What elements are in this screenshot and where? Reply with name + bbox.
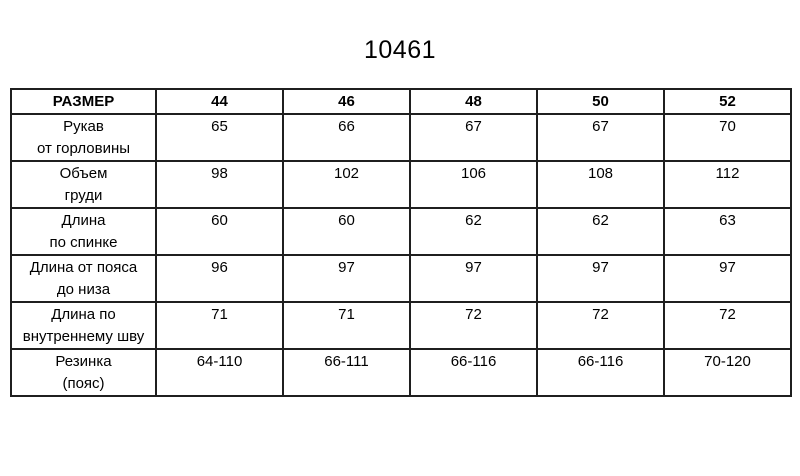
cell-value: 70-120 <box>663 348 792 397</box>
cell-value: 72 <box>663 301 792 350</box>
table-row: Рукав от горловины 65 66 67 67 70 <box>10 113 792 162</box>
row-label-line: по спинке <box>49 234 118 251</box>
row-label-line: от горловины <box>36 140 131 157</box>
cell-value: 66 <box>282 113 411 162</box>
row-label-line: (пояс) <box>62 375 105 392</box>
cell-value: 97 <box>282 254 411 303</box>
row-label-line: Длина от пояса <box>29 259 138 276</box>
cell-value: 112 <box>663 160 792 209</box>
row-label: Длина по внутреннему шву <box>10 301 157 350</box>
cell-value: 98 <box>155 160 284 209</box>
cell-value: 71 <box>282 301 411 350</box>
table-row: Длина по спинке 60 60 62 62 63 <box>10 207 792 256</box>
header-cell-size: 46 <box>282 88 411 115</box>
header-cell-size: 50 <box>536 88 665 115</box>
row-label-line: Объем <box>59 165 108 182</box>
cell-value: 102 <box>282 160 411 209</box>
row-label: Объем груди <box>10 160 157 209</box>
cell-value: 66-111 <box>282 348 411 397</box>
row-label-line: Длина <box>61 212 106 229</box>
cell-value: 60 <box>282 207 411 256</box>
cell-value: 72 <box>409 301 538 350</box>
cell-value: 63 <box>663 207 792 256</box>
cell-value: 72 <box>536 301 665 350</box>
row-label: Рукав от горловины <box>10 113 157 162</box>
cell-value: 70 <box>663 113 792 162</box>
cell-value: 64-110 <box>155 348 284 397</box>
size-chart-table: РАЗМЕР 44 46 48 50 52 Рукав от горловины… <box>10 88 792 397</box>
cell-value: 96 <box>155 254 284 303</box>
header-cell-size-label: РАЗМЕР <box>10 88 157 115</box>
row-label: Резинка (пояс) <box>10 348 157 397</box>
cell-value: 66-116 <box>409 348 538 397</box>
header-row: РАЗМЕР 44 46 48 50 52 <box>10 88 792 115</box>
row-label-line: Длина по <box>51 306 116 323</box>
cell-value: 108 <box>536 160 665 209</box>
table-row: Резинка (пояс) 64-110 66-111 66-116 66-1… <box>10 348 792 397</box>
cell-value: 97 <box>409 254 538 303</box>
page-title: 10461 <box>363 36 437 64</box>
cell-value: 97 <box>536 254 665 303</box>
header-cell-size: 44 <box>155 88 284 115</box>
row-label: Длина по спинке <box>10 207 157 256</box>
table-row: Объем груди 98 102 106 108 112 <box>10 160 792 209</box>
header-cell-size: 48 <box>409 88 538 115</box>
cell-value: 71 <box>155 301 284 350</box>
row-label-line: внутреннему шву <box>22 328 145 345</box>
row-label: Длина от пояса до низа <box>10 254 157 303</box>
cell-value: 67 <box>409 113 538 162</box>
cell-value: 67 <box>536 113 665 162</box>
header-cell-size: 52 <box>663 88 792 115</box>
cell-value: 66-116 <box>536 348 665 397</box>
cell-value: 62 <box>409 207 538 256</box>
row-label-line: до низа <box>56 281 111 298</box>
cell-value: 97 <box>663 254 792 303</box>
cell-value: 65 <box>155 113 284 162</box>
table-row: Длина по внутреннему шву 71 71 72 72 72 <box>10 301 792 350</box>
row-label-line: груди <box>64 187 103 204</box>
table-row: Длина от пояса до низа 96 97 97 97 97 <box>10 254 792 303</box>
cell-value: 60 <box>155 207 284 256</box>
cell-value: 62 <box>536 207 665 256</box>
cell-value: 106 <box>409 160 538 209</box>
row-label-line: Рукав <box>63 118 104 135</box>
row-label-line: Резинка <box>55 353 112 370</box>
